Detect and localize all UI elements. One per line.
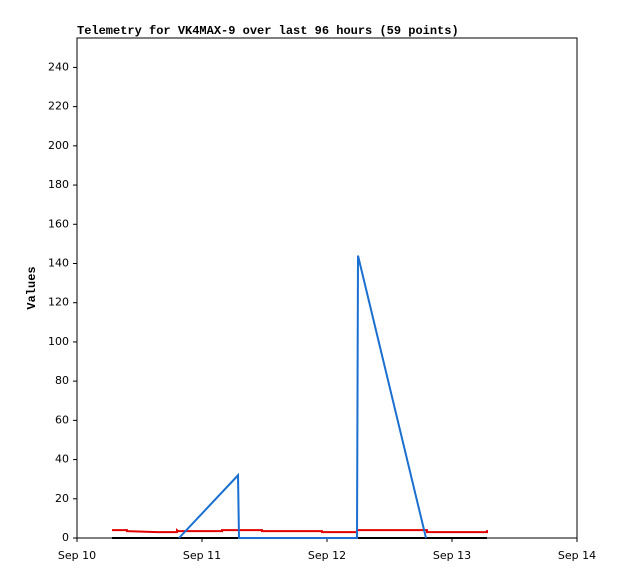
y-tick-label: 200	[48, 139, 69, 152]
x-tick-label: Sep 14	[558, 549, 596, 562]
series-line	[112, 528, 488, 534]
x-tick-label: Sep 11	[183, 549, 221, 562]
y-tick-label: 160	[48, 217, 69, 230]
y-tick-label: 80	[55, 374, 69, 387]
x-tick-label: Sep 12	[308, 549, 346, 562]
y-tick-label: 120	[48, 296, 69, 309]
series-line	[178, 255, 427, 539]
y-tick-label: 220	[48, 100, 69, 113]
y-tick-label: 60	[55, 413, 69, 426]
y-axis-label: Values	[25, 266, 39, 309]
plot-frame	[76, 37, 578, 539]
y-tick-label: 100	[48, 335, 69, 348]
y-tick-label: 240	[48, 60, 69, 73]
y-tick-label: 20	[55, 492, 69, 505]
y-tick-label: 180	[48, 178, 69, 191]
x-tick-label: Sep 10	[58, 549, 96, 562]
y-tick-label: 0	[62, 531, 69, 544]
y-tick-label: 40	[55, 453, 69, 466]
y-tick-label: 140	[48, 256, 69, 269]
chart-title: Telemetry for VK4MAX-9 over last 96 hour…	[77, 24, 459, 38]
x-tick-label: Sep 13	[433, 549, 471, 562]
